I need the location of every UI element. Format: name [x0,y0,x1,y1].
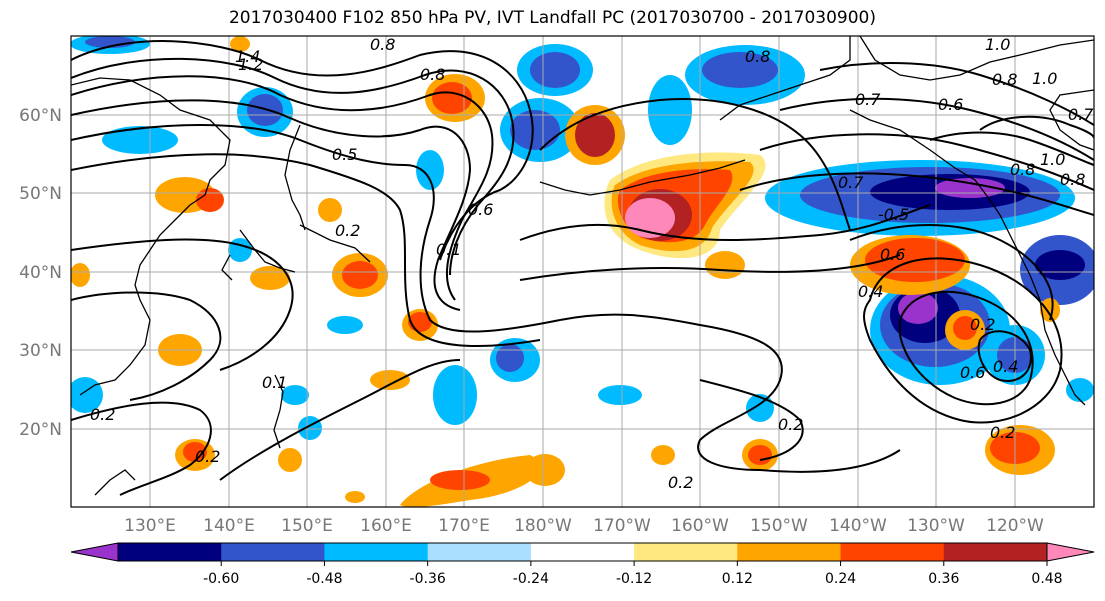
colorbar-tick-label: -0.24 [513,571,549,587]
lon-label: 180°W [514,516,572,536]
contour-label: 0.8 [1010,160,1035,179]
lat-label: 50°N [19,184,62,204]
contour-label: 0.6 [938,95,963,114]
colorbar-cell [943,543,1048,561]
colorbar-tick-label: -0.12 [616,571,652,587]
latitude-labels: 60°N 50°N 40°N 30°N 20°N [19,106,62,440]
colorbar-tick-label: 0.48 [1031,571,1062,587]
colorbar-cell [427,543,532,561]
colorbar-cell [221,543,325,561]
lon-label: 150°E [281,516,333,536]
lon-label: 120°W [986,516,1044,536]
contour-label: 1.2 [238,55,263,74]
colorbar-extend-high [1046,542,1095,562]
pv-contours [71,40,1094,496]
lon-label: 130°E [124,516,176,536]
contour-label: 1.0 [985,35,1010,54]
map-frame [70,35,1095,508]
colorbar-frame [117,542,1048,562]
colorbar: -0.60 -0.48 -0.36 -0.24 -0.12 0.12 0.24 0.36 0.4… [70,542,1095,587]
colorbar-cell [737,543,842,561]
colorbar-tick-label: -0.48 [306,571,342,587]
colorbar-cells [118,543,1048,561]
colorbar-extend-low [70,542,119,562]
lon-label: 160°W [671,516,729,536]
contour-label: 0.8 [992,70,1017,89]
contour-label: 1.0 [1040,150,1065,169]
contour-label: 1.0 [1032,69,1057,88]
contour-label: 0.8 [420,65,445,84]
lat-label: 20°N [19,420,62,440]
longitude-labels: 130°E 140°E 150°E 160°E 170°E 180°W 170°… [124,516,1044,536]
contour-label: 0.8 [745,47,770,66]
lon-label: 130°W [907,516,965,536]
lon-label: 170°W [593,516,651,536]
contour-label: 0.8 [1060,170,1085,189]
colorbar-cell [840,543,945,561]
lon-label: 170°E [438,516,490,536]
contour-label: 0.2 [335,221,360,240]
colorbar-tick-label: -0.60 [203,571,239,587]
colorbar-tick-label: -0.36 [410,571,446,587]
map-gridlines [71,36,1094,507]
contour-label: 0.5 [332,145,357,164]
colorbar-cell [118,543,222,561]
contour-label: 0.2 [90,405,115,424]
contour-label: 0.1 [436,240,461,259]
colorbar-ticks: -0.60 -0.48 -0.36 -0.24 -0.12 0.12 0.24 0.36 0.4… [203,561,1063,587]
colorbar-cell [324,543,429,561]
colorbar-cell [530,543,635,561]
contour-label: 0.7 [838,173,864,192]
map-title: 2017030400 F102 850 hPa PV, IVT Landfall… [228,8,876,28]
contour-label: 0.6 [960,363,985,382]
contour-label: 0.2 [778,415,803,434]
contour-label: 0.8 [370,35,395,54]
contour-label: 0.6 [880,245,905,264]
negative-anomalies [71,36,1094,440]
contour-label: 0.7 [1068,105,1094,124]
contour-label: -0.5 [878,205,909,224]
lat-label: 60°N [19,106,62,126]
colorbar-cell [634,543,738,561]
lat-label: 30°N [19,341,62,361]
map-area: 1.4 1.2 0.8 0.8 0.5 0.6 0.2 0.1 0.8 1.0 … [71,35,1094,507]
contour-label: 0.6 [468,200,493,219]
colorbar-tick-label: 0.12 [722,571,753,587]
lat-label: 40°N [19,263,62,283]
contour-label: 0.2 [970,315,995,334]
colorbar-tick-label: 0.24 [825,571,856,587]
lon-label: 160°E [360,516,412,536]
contour-label: 0.4 [858,282,883,301]
contour-label: 0.4 [993,357,1018,376]
contour-label: 0.7 [855,90,881,109]
contour-label: 0.2 [668,473,693,492]
contour-label: 0.2 [990,423,1015,442]
colorbar-tick-label: 0.36 [928,571,959,587]
lon-label: 140°E [203,516,255,536]
contour-label: 0.2 [195,447,220,466]
contour-label: 0.1 [262,373,287,392]
contour-label: 1.4 [235,47,260,66]
contour-labels: 1.4 1.2 0.8 0.8 0.5 0.6 0.2 0.1 0.8 1.0 … [90,35,1094,492]
lon-label: 150°W [750,516,808,536]
lon-label: 140°W [829,516,887,536]
